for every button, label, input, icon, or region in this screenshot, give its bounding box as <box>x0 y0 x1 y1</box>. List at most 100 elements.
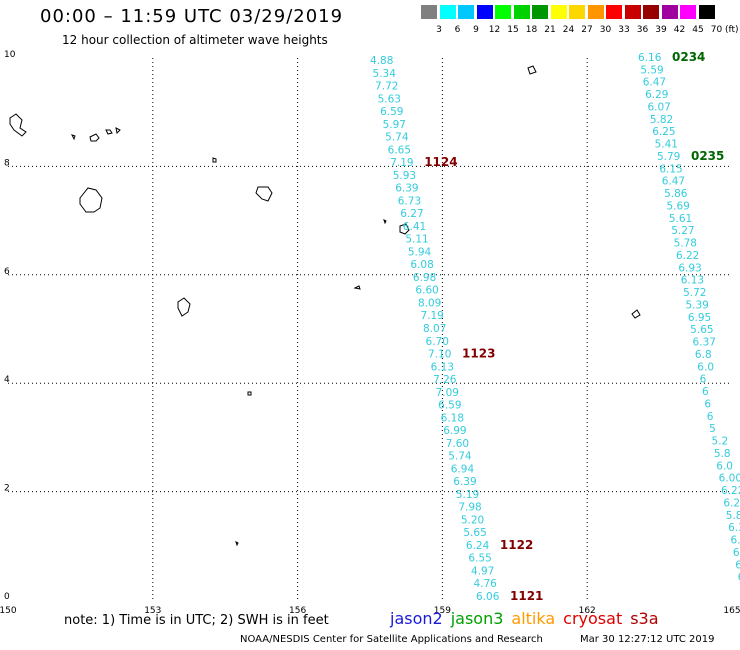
pass-time-label: 1121 <box>510 589 543 603</box>
colorbar-swatch <box>606 5 622 19</box>
swh-value: 5.72 <box>683 287 706 299</box>
swh-value: 6.59 <box>438 400 461 412</box>
colorbar-swatch <box>550 5 567 19</box>
swh-value: 5 <box>709 423 716 435</box>
y-tick-label: 10 <box>4 50 16 60</box>
pass-time-label: 1124 <box>424 155 457 169</box>
colorbar-swatch <box>643 5 659 19</box>
map-subtitle: 12 hour collection of altimeter wave hei… <box>62 33 328 47</box>
swh-value: 5.39 <box>685 299 708 311</box>
swh-value: 5.8 <box>714 448 731 460</box>
swh-value: 6.39 <box>395 183 418 195</box>
island-outline <box>255 186 273 202</box>
swh-value: 5.65 <box>690 324 713 336</box>
x-tick-label: 150 <box>0 606 17 616</box>
island-outline <box>383 219 387 225</box>
swh-value: 5.65 <box>463 527 486 539</box>
colorbar-label: 18 <box>525 25 538 35</box>
legend-entry: altika <box>511 609 556 628</box>
colorbar-swatch <box>698 5 715 19</box>
swh-value: 6.07 <box>647 101 670 113</box>
swh-value: 6.0 <box>716 460 733 472</box>
colorbar-swatch <box>421 5 437 19</box>
island-outline <box>79 187 103 213</box>
swh-value: 7.09 <box>436 387 459 399</box>
map-grid <box>8 58 732 600</box>
swh-value: 6.13 <box>681 275 704 287</box>
altimeter-tracks: 4.885.347.725.636.595.975.746.657.195.93… <box>370 50 740 603</box>
colorbar-label: 39 <box>655 25 667 35</box>
swh-value: 6.29 <box>645 89 668 101</box>
pass-time-label: 0235 <box>691 149 724 163</box>
swh-value: 5.94 <box>408 246 432 258</box>
generated-timestamp: Mar 30 12:27:12 UTC 2019 <box>580 634 715 645</box>
colorbar-label: 33 <box>618 25 630 35</box>
island-outline <box>177 297 191 317</box>
island-outline <box>105 129 113 135</box>
swh-value: 5.27 <box>671 225 694 237</box>
swh-value: 5.11 <box>405 234 428 246</box>
swh-value: 6.27 <box>400 208 423 220</box>
colorbar-swatch <box>532 5 548 19</box>
swh-value: 6.37 <box>693 337 716 349</box>
swh-value: 6.06 <box>476 591 500 603</box>
swh-value: 6 <box>707 411 714 423</box>
swh-value: 6.95 <box>688 312 711 324</box>
colorbar-swatch <box>624 5 641 19</box>
colorbar-label: 36 <box>636 25 649 35</box>
x-tick-label: 165 <box>723 606 740 616</box>
island-outline <box>9 113 27 137</box>
swh-value: 6.65 <box>388 144 411 156</box>
y-tick-label: 2 <box>4 484 10 494</box>
swh-value: 6 <box>702 386 709 398</box>
island-outline <box>399 223 410 235</box>
colorbar-swatch <box>439 5 456 19</box>
swh-value: 5.63 <box>378 93 401 105</box>
satellite-legend: jason2 jason3 altika cryosat s3a <box>390 609 667 628</box>
swh-value: 4.97 <box>471 565 494 577</box>
swh-value: 6.93 <box>678 262 701 274</box>
swh-value: 8.09 <box>418 297 441 309</box>
island-outline <box>89 133 100 142</box>
island-outline <box>212 157 217 163</box>
colorbar-swatch <box>495 5 511 19</box>
swh-value: 6.99 <box>443 425 466 437</box>
footer-note: note: 1) Time is in UTC; 2) SWH is in fe… <box>64 613 329 628</box>
x-tick-label: 162 <box>579 606 596 616</box>
swh-value: 6.22 <box>676 250 699 262</box>
swh-value: 5.20 <box>461 514 484 526</box>
swh-value: 6.47 <box>643 77 666 89</box>
colorbar-label: 24 <box>562 25 575 35</box>
swh-value: 6.47 <box>662 176 685 188</box>
swh-value: 5.97 <box>383 119 406 131</box>
swh-value: 7.19 <box>390 157 413 169</box>
colorbar-swatch <box>661 5 678 19</box>
colorbar-swatch <box>513 5 530 19</box>
swh-value: 6.08 <box>410 259 433 271</box>
swh-value: 5.59 <box>640 64 663 76</box>
island-outline <box>115 127 121 135</box>
swh-value: 7.19 <box>420 310 443 322</box>
swh-value: 7.72 <box>375 81 398 93</box>
swh-value: 4.88 <box>370 55 393 67</box>
swh-value: 6.23 <box>733 547 740 559</box>
swh-value: 6.16 <box>638 52 662 64</box>
legend-entry: s3a <box>630 609 659 628</box>
colorbar-label: 45 <box>692 25 704 35</box>
x-tick-label: 156 <box>289 606 306 616</box>
colorbar-label: 21 <box>544 25 556 35</box>
swh-value: 5.69 <box>666 200 689 212</box>
swh-value: 5.74 <box>385 132 409 144</box>
y-tick-label: 6 <box>4 267 10 277</box>
pass-time-label: 0234 <box>672 50 705 64</box>
swh-value: 6.23 <box>723 497 740 509</box>
swh-value: 6.32 <box>728 522 740 534</box>
swh-value: 7.98 <box>458 502 481 514</box>
pass-time-label: 1123 <box>462 347 495 361</box>
swh-value: 6.59 <box>380 106 403 118</box>
axis-tick-labels: 150 153 156 159 162 165 0 2 4 6 8 10 <box>0 50 740 616</box>
island-outline <box>235 541 239 547</box>
colorbar-unit: (ft) <box>725 25 739 35</box>
swh-value: 6.55 <box>468 553 491 565</box>
